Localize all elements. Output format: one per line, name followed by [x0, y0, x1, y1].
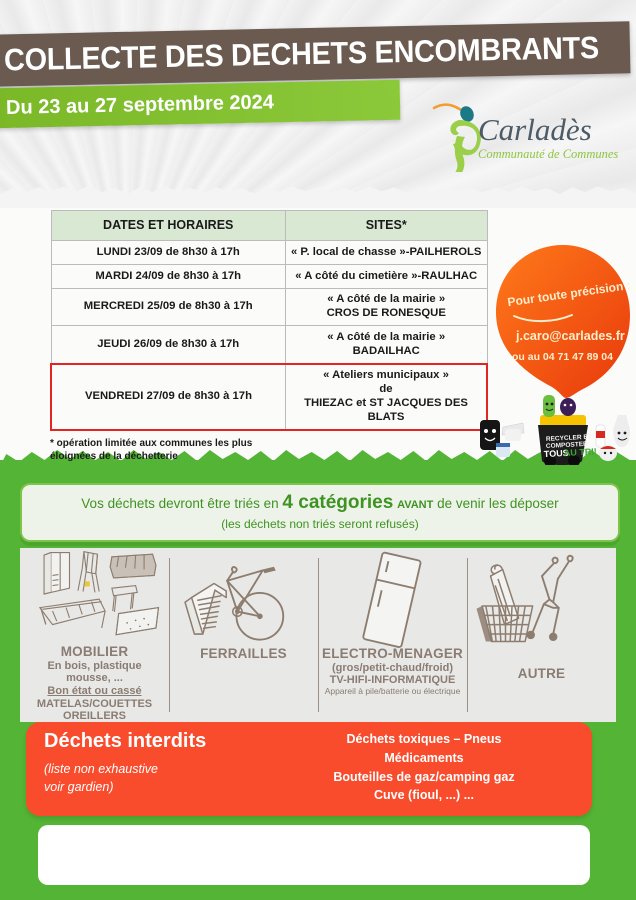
svg-text:j.caro@carlades.fr: j.caro@carlades.fr	[515, 329, 625, 343]
svg-text:Communauté de Communes: Communauté de Communes	[478, 147, 618, 161]
svg-text:ou au 04 71 47 89 04: ou au 04 71 47 89 04	[512, 351, 613, 363]
svg-text:AU TRI!: AU TRI!	[564, 446, 597, 458]
svg-text:Carladès: Carladès	[478, 112, 592, 147]
